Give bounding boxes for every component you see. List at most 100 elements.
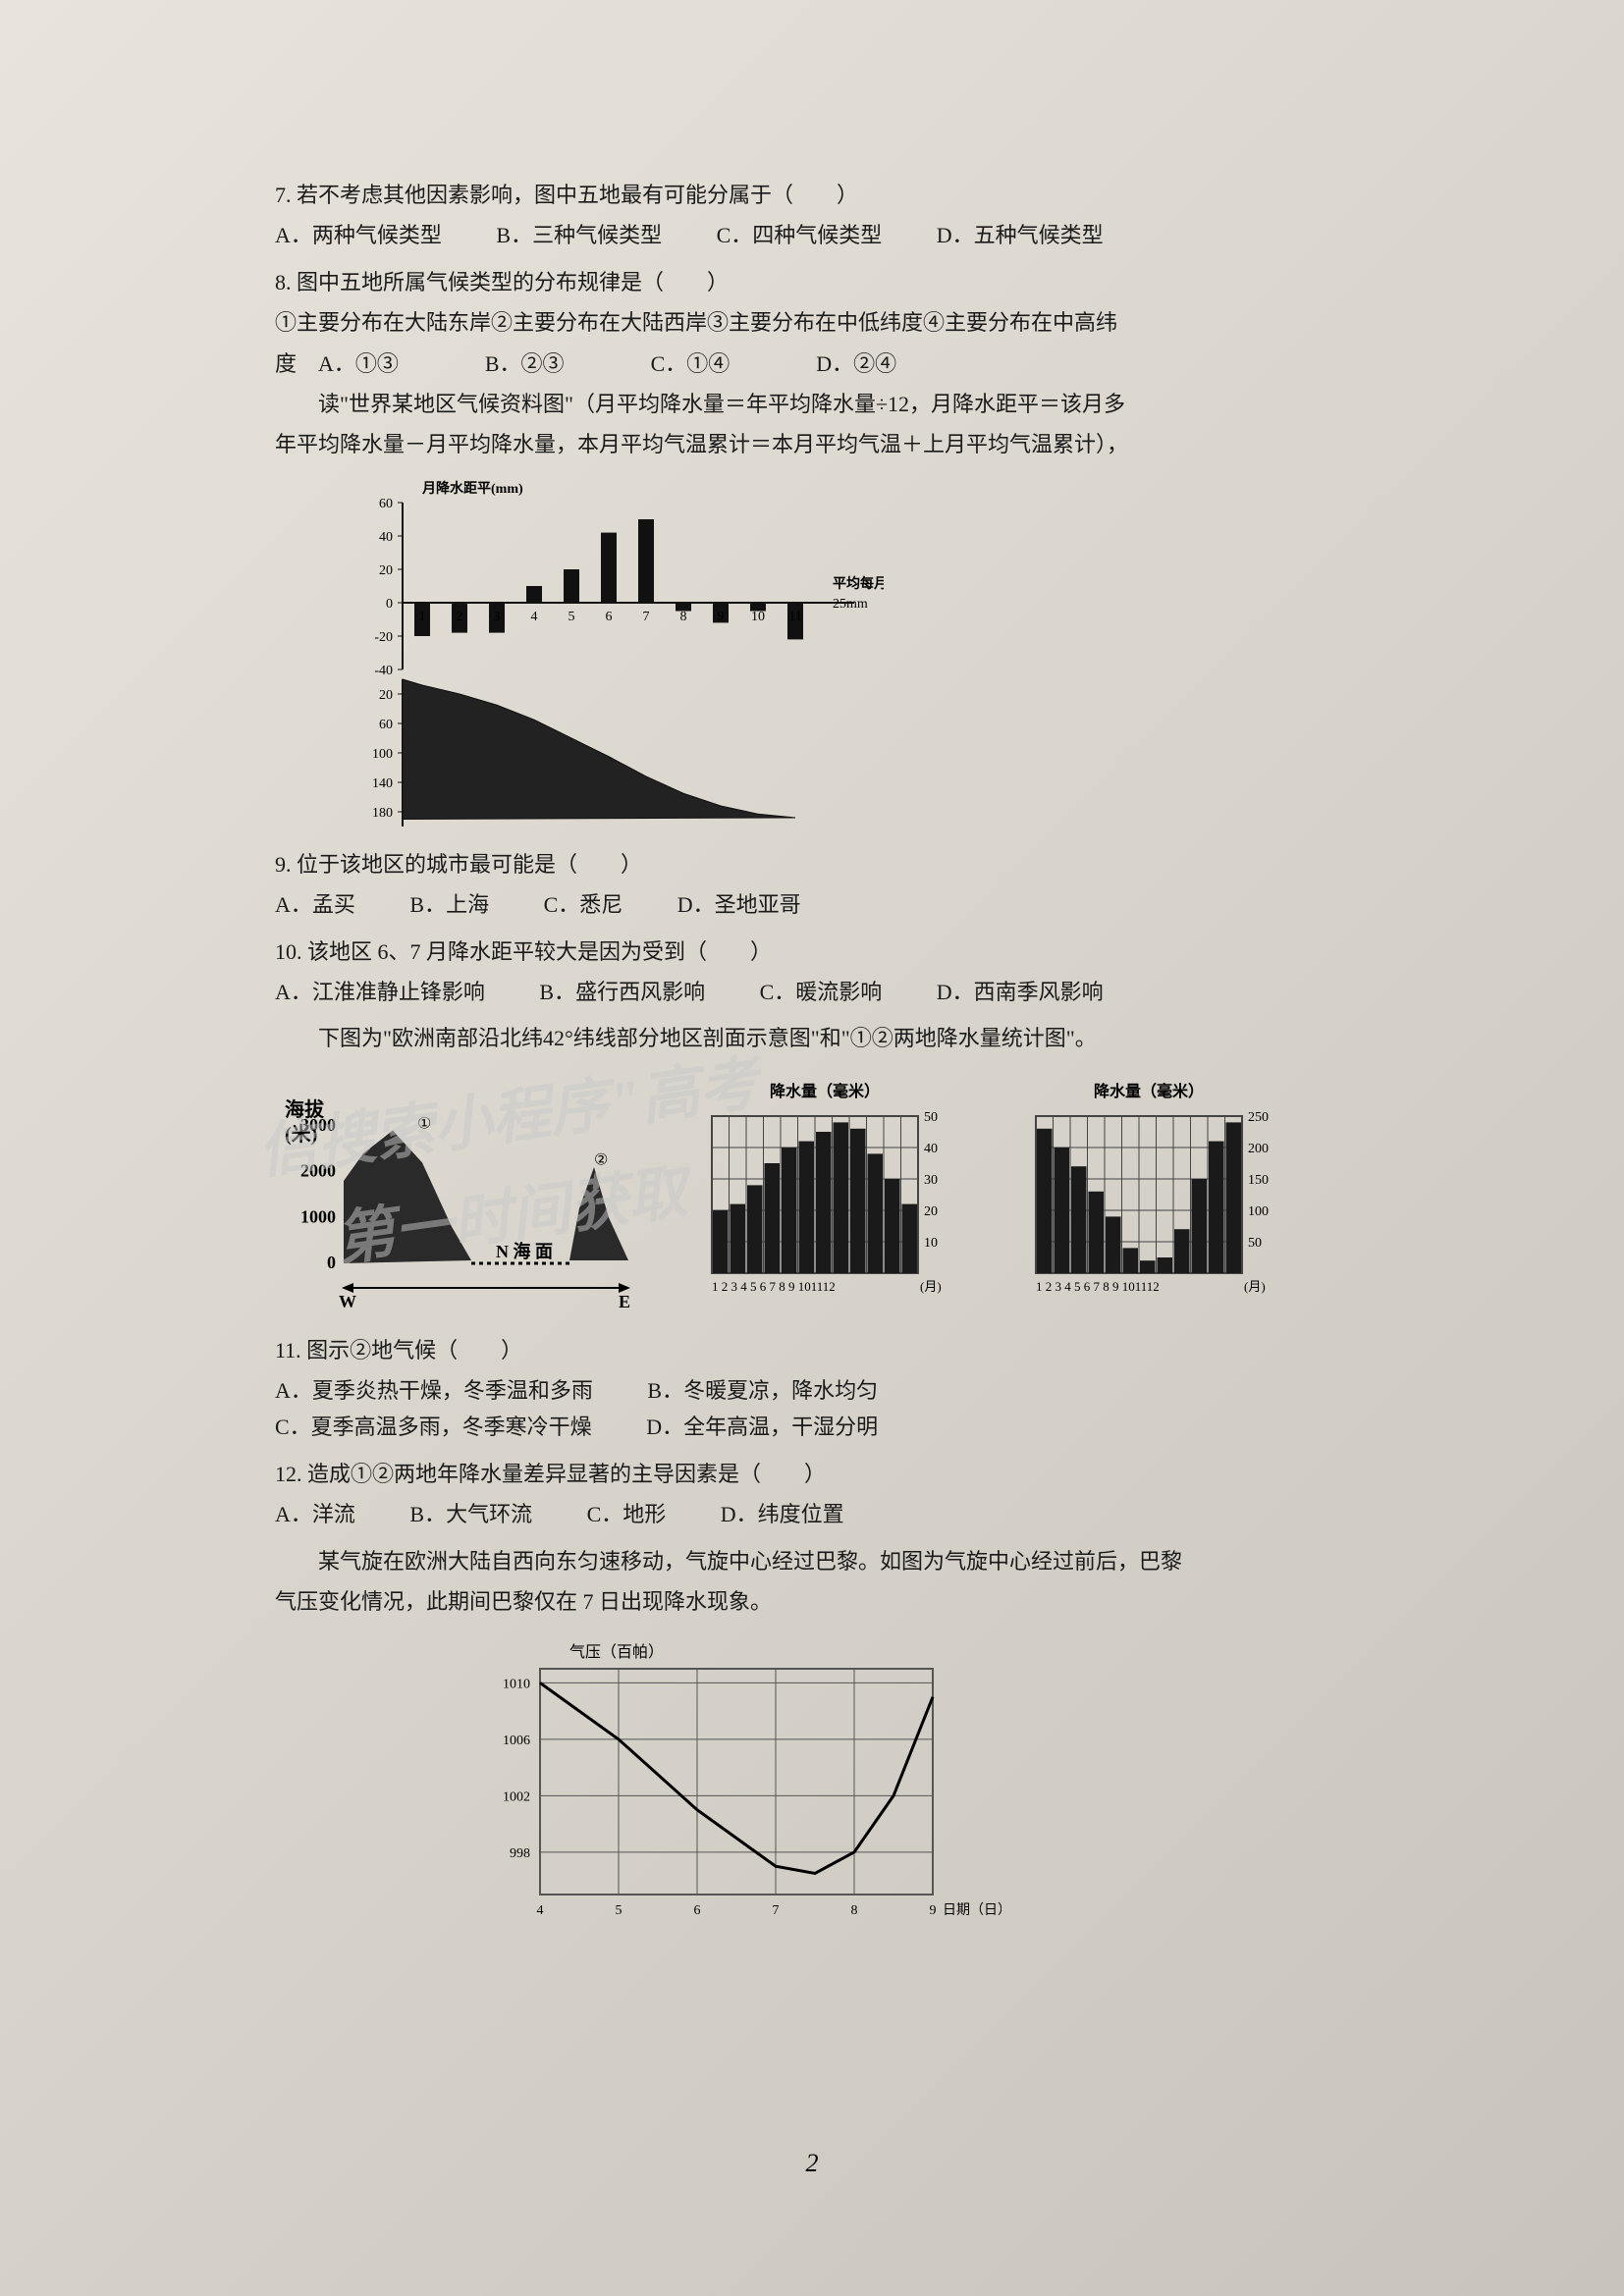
svg-text:6: 6 (606, 610, 613, 624)
page-number: 2 (806, 2149, 819, 2178)
q8-stem: 8. 图中五地所属气候类型的分布规律是（ ） (275, 264, 1349, 300)
svg-text:7: 7 (643, 610, 650, 624)
svg-text:50: 50 (1248, 1236, 1262, 1251)
q12-options: A．洋流 B．大气环流 C．地形 D．纬度位置 (275, 1496, 1349, 1532)
climate-chart-svg: 6040200-20-40月降水距平(mm)1234567891011平均每月降… (275, 473, 884, 827)
svg-text:①: ① (417, 1115, 431, 1132)
q9-opt-d: D．圣地亚哥 (677, 886, 801, 923)
svg-text:(米): (米) (285, 1123, 317, 1146)
q7-stem: 7. 若不考虑其他因素影响，图中五地最有可能分属于（ ） (275, 177, 1349, 213)
svg-text:降水量（毫米）: 降水量（毫米） (770, 1082, 880, 1100)
svg-text:30: 30 (924, 1173, 938, 1188)
svg-text:10: 10 (751, 610, 765, 624)
q12-stem: 12. 造成①②两地年降水量差异显著的主导因素是（ ） (275, 1456, 1349, 1492)
svg-text:平均每月降水量: 平均每月降水量 (833, 575, 884, 592)
svg-text:-20: -20 (374, 630, 393, 645)
q9-opt-a: A．孟买 (275, 886, 355, 923)
svg-text:998: 998 (510, 1846, 530, 1861)
svg-text:5: 5 (616, 1903, 623, 1918)
q7-opt-d: D．五种气候类型 (937, 217, 1104, 253)
q7-opt-a: A．两种气候类型 (275, 217, 442, 253)
q11-opt-d: D．全年高温，干湿分明 (646, 1409, 878, 1445)
passage3-l2: 气压变化情况，此期间巴黎仅在 7 日出现降水现象。 (275, 1583, 1349, 1620)
svg-text:100: 100 (1248, 1204, 1269, 1219)
svg-text:0: 0 (327, 1253, 336, 1272)
svg-text:1010: 1010 (503, 1678, 530, 1692)
svg-text:250: 250 (1248, 1110, 1269, 1125)
svg-text:20: 20 (379, 688, 393, 703)
terrain-profile: 3000200010000海拔(米)N 海 面①②WE (275, 1067, 648, 1312)
q9-opt-c: C．悉尼 (544, 886, 623, 923)
q11-row1: A．夏季炎热干燥，冬季温和多雨 B．冬暖夏凉，降水均匀 (275, 1372, 1349, 1409)
svg-text:0: 0 (386, 597, 393, 612)
svg-text:20: 20 (379, 563, 393, 578)
svg-text:40: 40 (924, 1142, 938, 1156)
svg-text:60: 60 (379, 497, 393, 511)
svg-text:9: 9 (718, 610, 725, 624)
svg-text:海拔: 海拔 (285, 1097, 325, 1121)
svg-text:1 2 3 4 5 6 7 8 9 101112: 1 2 3 4 5 6 7 8 9 101112 (1036, 1279, 1160, 1294)
svg-text:月降水距平(mm): 月降水距平(mm) (421, 480, 523, 497)
q12-opt-b: B．大气环流 (409, 1496, 532, 1532)
svg-text:4: 4 (537, 1903, 544, 1918)
q10-opt-a: A．江淮准静止锋影响 (275, 974, 485, 1010)
svg-text:5: 5 (568, 610, 575, 624)
svg-text:140: 140 (372, 776, 393, 791)
svg-text:1000: 1000 (300, 1206, 336, 1226)
svg-text:25mm: 25mm (833, 597, 868, 612)
svg-text:50: 50 (924, 1110, 938, 1125)
svg-text:1 2 3 4 5 6 7 8 9 101112: 1 2 3 4 5 6 7 8 9 101112 (712, 1279, 836, 1294)
rainfall-chart-2: 降水量（毫米）501001502002501 2 3 4 5 6 7 8 9 1… (1001, 1077, 1296, 1312)
svg-text:100: 100 (372, 747, 393, 762)
passage1-l1: 读"世界某地区气候资料图"（月平均降水量＝年平均降水量÷12，月降水距平＝该月多 (275, 386, 1349, 422)
svg-text:N 海 面: N 海 面 (496, 1241, 553, 1261)
svg-text:60: 60 (379, 718, 393, 732)
q11-opt-a: A．夏季炎热干燥，冬季温和多雨 (275, 1372, 593, 1409)
svg-text:180: 180 (372, 806, 393, 821)
svg-text:(月): (月) (1244, 1279, 1266, 1294)
svg-text:1006: 1006 (503, 1734, 530, 1748)
svg-text:10: 10 (924, 1236, 938, 1251)
q11-opt-b: B．冬暖夏凉，降水均匀 (647, 1372, 878, 1409)
pressure-chart-svg: 气压（百帕）456789101010061002998日期（日） (452, 1629, 1001, 1944)
q10-opt-d: D．西南季风影响 (937, 974, 1104, 1010)
q10-opt-b: B．盛行西风影响 (539, 974, 705, 1010)
q10-options: A．江淮准静止锋影响 B．盛行西风影响 C．暖流影响 D．西南季风影响 (275, 974, 1349, 1010)
svg-text:3: 3 (494, 610, 501, 624)
svg-text:2000: 2000 (300, 1160, 336, 1180)
q11-opt-c: C．夏季高温多雨，冬季寒冷干燥 (275, 1409, 592, 1445)
passage2: 下图为"欧洲南部沿北纬42°纬线部分地区剖面示意图"和"①②两地降水量统计图"。 (275, 1020, 1349, 1056)
svg-text:日期（日）: 日期（日） (943, 1902, 1001, 1918)
svg-text:4: 4 (531, 610, 538, 624)
content-block: 7. 若不考虑其他因素影响，图中五地最有可能分属于（ ） A．两种气候类型 B．… (275, 177, 1349, 1944)
q7-options: A．两种气候类型 B．三种气候类型 C．四种气候类型 D．五种气候类型 (275, 217, 1349, 253)
pressure-chart: 气压（百帕）456789101010061002998日期（日） (452, 1629, 1349, 1944)
q8-enum: ①主要分布在大陆东岸②主要分布在大陆西岸③主要分布在中低纬度④主要分布在中高纬 (275, 304, 1349, 341)
q9-stem: 9. 位于该地区的城市最可能是（ ） (275, 846, 1349, 882)
svg-text:1: 1 (419, 610, 426, 624)
passage3-l1: 某气旋在欧洲大陆自西向东匀速移动，气旋中心经过巴黎。如图为气旋中心经过前后，巴黎 (275, 1543, 1349, 1579)
q12-opt-a: A．洋流 (275, 1496, 355, 1532)
svg-text:8: 8 (851, 1903, 858, 1918)
svg-text:200: 200 (1248, 1142, 1269, 1156)
q9-opt-b: B．上海 (409, 886, 489, 923)
q12-opt-d: D．纬度位置 (721, 1496, 844, 1532)
svg-text:1002: 1002 (503, 1790, 530, 1805)
rainfall-chart-1: 降水量（毫米）10203040501 2 3 4 5 6 7 8 9 10111… (677, 1077, 972, 1312)
climate-chart: 6040200-20-40月降水距平(mm)1234567891011平均每月降… (275, 473, 1349, 827)
q11-row2: C．夏季高温多雨，冬季寒冷干燥 D．全年高温，干湿分明 (275, 1409, 1349, 1445)
svg-text:(月): (月) (920, 1279, 942, 1294)
q10-opt-c: C．暖流影响 (760, 974, 883, 1010)
svg-text:150: 150 (1248, 1173, 1269, 1188)
svg-text:6: 6 (694, 1903, 701, 1918)
svg-text:11: 11 (788, 610, 801, 624)
q12-opt-c: C．地形 (587, 1496, 667, 1532)
svg-text:8: 8 (680, 610, 687, 624)
svg-text:9: 9 (930, 1903, 937, 1918)
svg-text:②: ② (594, 1151, 608, 1168)
passage1-l2: 年平均降水量－月平均降水量，本月平均气温累计＝本月平均气温＋上月平均气温累计）， (275, 426, 1349, 462)
q8-enum2: 度 A．①③ B．②③ C．①④ D．②④ (275, 346, 1349, 382)
q10-stem: 10. 该地区 6、7 月降水距平较大是因为受到（ ） (275, 934, 1349, 970)
q7-opt-c: C．四种气候类型 (717, 217, 883, 253)
svg-text:气压（百帕）: 气压（百帕） (569, 1643, 664, 1661)
